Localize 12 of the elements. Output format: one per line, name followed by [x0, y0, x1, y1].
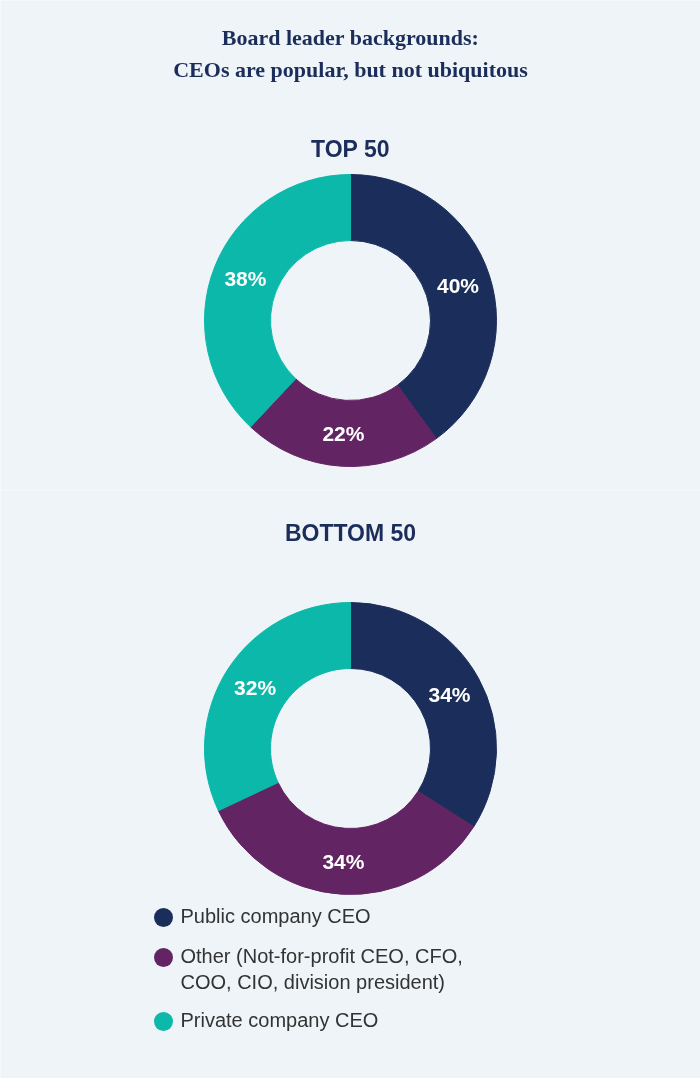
data-label: 38% — [224, 267, 267, 291]
data-label: 34% — [428, 682, 471, 706]
legend-label: Private company CEO — [180, 1008, 379, 1031]
legend-label: Public company CEO — [180, 904, 371, 927]
legend-label: Other (Not-for-profit CEO, CFO, COO, CIO, division president) — [180, 944, 463, 993]
chart-subtitle: BOTTOM 50 — [284, 519, 417, 546]
data-label: 34% — [322, 849, 365, 873]
data-label: 22% — [322, 421, 365, 445]
data-label: 32% — [234, 676, 277, 700]
data-label: 40% — [436, 274, 480, 298]
chart-subtitle: TOP 50 — [311, 135, 390, 162]
chart-title: Board leader backgrounds: CEOs are popular, but not ubiquitous — [173, 24, 529, 82]
